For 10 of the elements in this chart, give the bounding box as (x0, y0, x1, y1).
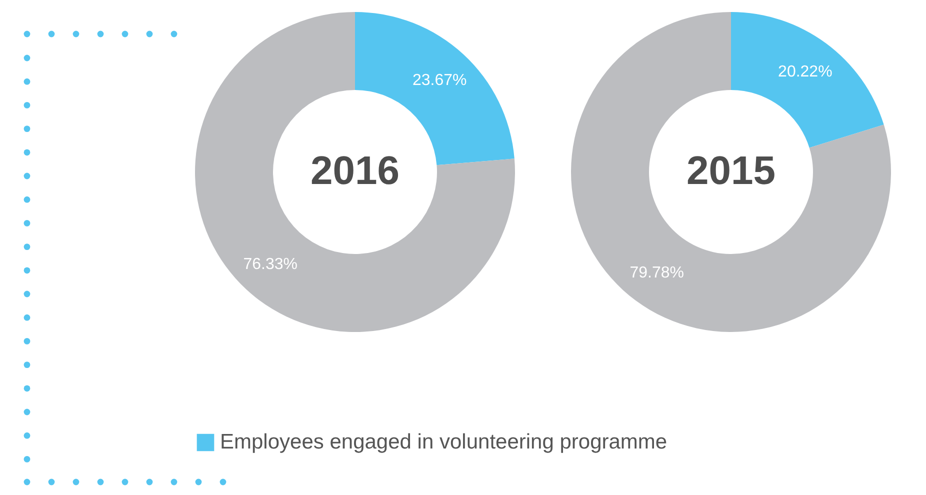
data-label: 23.67% (412, 72, 467, 89)
donut-slice (195, 12, 515, 332)
donut-slice (571, 12, 891, 332)
data-label: 79.78% (630, 264, 684, 282)
data-label: 76.33% (243, 256, 298, 274)
text: 2016 (310, 149, 400, 193)
donut-slice (731, 12, 884, 148)
text: 2015 (686, 149, 776, 193)
legend-label: Employees engaged in volunteering programme (220, 430, 668, 454)
data-label: 20.22% (778, 63, 832, 80)
